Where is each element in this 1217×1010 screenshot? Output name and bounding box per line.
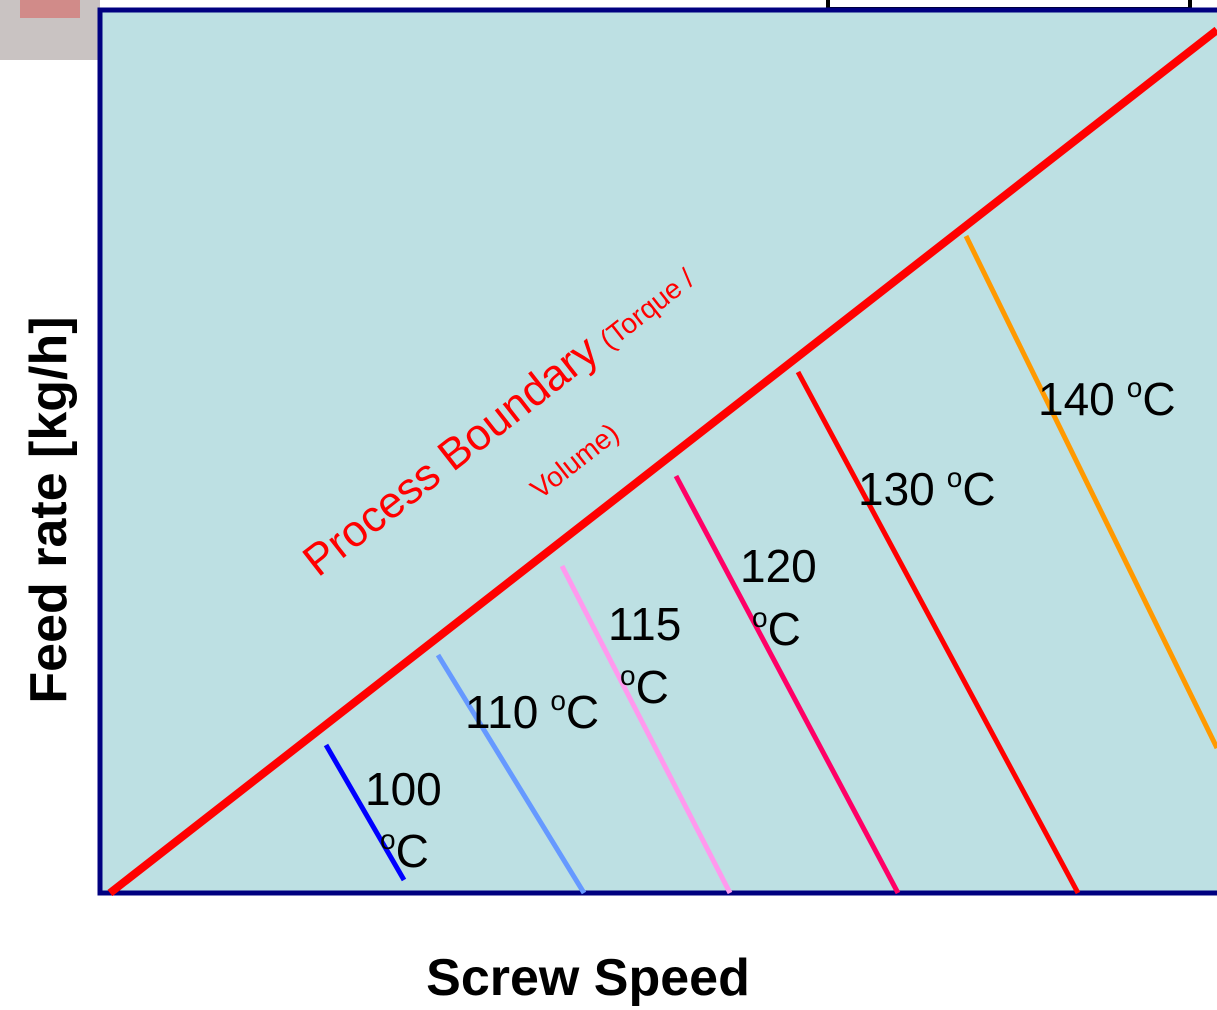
unit-sup: o	[947, 462, 963, 493]
temp: 100	[365, 763, 442, 815]
temp: 115	[608, 598, 681, 650]
unit-sup: o	[550, 685, 566, 716]
temp: 140	[1038, 373, 1115, 425]
isotherm-label: oC	[620, 660, 669, 713]
unit: C	[1142, 373, 1175, 425]
unit: C	[566, 686, 599, 738]
isotherm-label: 100	[365, 763, 442, 815]
unit: C	[962, 463, 995, 515]
isotherm-label: 110 oC	[465, 685, 599, 738]
isotherm-label: 115	[608, 598, 681, 650]
isotherm-line	[795, 370, 1081, 895]
unit: C	[636, 661, 669, 713]
photo-fragment	[20, 0, 80, 18]
isotherm-label: 130 oC	[858, 462, 996, 515]
isotherm-label: oC	[380, 824, 429, 877]
unit-sup: o	[380, 824, 396, 855]
isotherm-label: 120	[740, 540, 817, 592]
unit: C	[396, 825, 429, 877]
unit-sup: o	[752, 602, 768, 633]
x-axis-label: Screw Speed	[426, 949, 750, 1007]
isotherm-line	[673, 474, 901, 895]
isotherm-line	[963, 234, 1217, 750]
y-axis-label: Feed rate [kg/h]	[20, 316, 78, 703]
unit-sup: o	[1127, 372, 1143, 403]
isotherm-line	[435, 653, 587, 895]
isotherm-label: oC	[752, 602, 801, 655]
isotherm-line	[323, 743, 407, 882]
plot-area	[97, 7, 1217, 896]
temp: 110	[465, 686, 538, 738]
unit: C	[768, 603, 801, 655]
isotherm-line	[559, 564, 733, 895]
temp: 120	[740, 540, 817, 592]
isotherm-label: 140 oC	[1038, 372, 1176, 425]
temp: 130	[858, 463, 935, 515]
unit-sup: o	[620, 660, 636, 691]
process-boundary	[107, 26, 1217, 897]
